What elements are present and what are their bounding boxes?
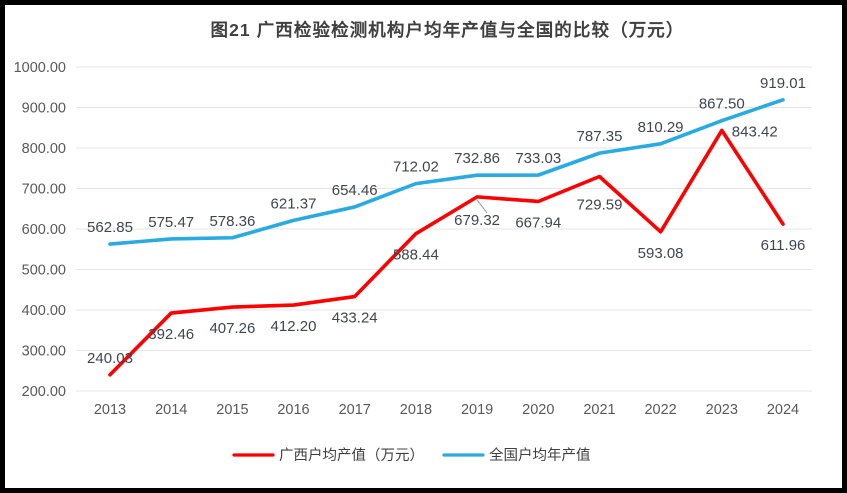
svg-text:392.46: 392.46 <box>148 326 194 343</box>
svg-text:200.00: 200.00 <box>22 384 66 400</box>
svg-text:732.86: 732.86 <box>454 150 500 167</box>
svg-text:240.03: 240.03 <box>87 350 133 367</box>
svg-text:611.96: 611.96 <box>761 237 806 254</box>
svg-text:2019: 2019 <box>461 402 493 418</box>
svg-text:800.00: 800.00 <box>22 141 66 157</box>
svg-text:621.37: 621.37 <box>271 195 317 212</box>
svg-text:712.02: 712.02 <box>393 159 439 176</box>
svg-text:562.85: 562.85 <box>87 219 133 236</box>
svg-text:2022: 2022 <box>644 402 676 418</box>
svg-text:2015: 2015 <box>216 402 248 418</box>
svg-text:843.42: 843.42 <box>732 123 778 140</box>
svg-text:919.01: 919.01 <box>760 75 806 92</box>
svg-text:679.32: 679.32 <box>454 212 500 229</box>
svg-text:810.29: 810.29 <box>638 119 684 136</box>
svg-text:广西户均产值（万元）: 广西户均产值（万元） <box>279 447 424 464</box>
svg-text:2014: 2014 <box>155 402 187 418</box>
svg-text:787.35: 787.35 <box>577 128 623 145</box>
svg-text:412.20: 412.20 <box>271 318 317 335</box>
svg-text:588.44: 588.44 <box>393 247 439 264</box>
svg-text:575.47: 575.47 <box>148 214 194 231</box>
svg-text:900.00: 900.00 <box>22 101 66 117</box>
svg-text:654.46: 654.46 <box>332 182 378 199</box>
svg-text:2016: 2016 <box>277 402 309 418</box>
svg-text:593.08: 593.08 <box>638 245 684 262</box>
svg-text:2013: 2013 <box>94 402 126 418</box>
svg-text:2017: 2017 <box>339 402 371 418</box>
svg-text:300.00: 300.00 <box>22 344 66 360</box>
svg-text:578.36: 578.36 <box>209 213 255 230</box>
svg-text:2024: 2024 <box>767 402 799 418</box>
svg-text:667.94: 667.94 <box>515 215 561 232</box>
svg-text:2020: 2020 <box>522 402 554 418</box>
svg-text:2021: 2021 <box>583 402 615 418</box>
svg-text:733.03: 733.03 <box>515 150 561 167</box>
svg-text:600.00: 600.00 <box>22 222 66 238</box>
svg-text:867.50: 867.50 <box>699 96 745 113</box>
svg-text:2023: 2023 <box>706 402 738 418</box>
svg-text:400.00: 400.00 <box>22 303 66 319</box>
svg-text:全国户均年产值: 全国户均年产值 <box>489 446 591 464</box>
svg-text:729.59: 729.59 <box>577 197 623 214</box>
svg-text:407.26: 407.26 <box>209 320 255 337</box>
svg-text:700.00: 700.00 <box>22 182 66 198</box>
svg-text:433.24: 433.24 <box>332 310 378 327</box>
svg-text:2018: 2018 <box>400 402 432 418</box>
svg-text:1000.00: 1000.00 <box>14 60 66 76</box>
svg-text:500.00: 500.00 <box>22 263 66 279</box>
